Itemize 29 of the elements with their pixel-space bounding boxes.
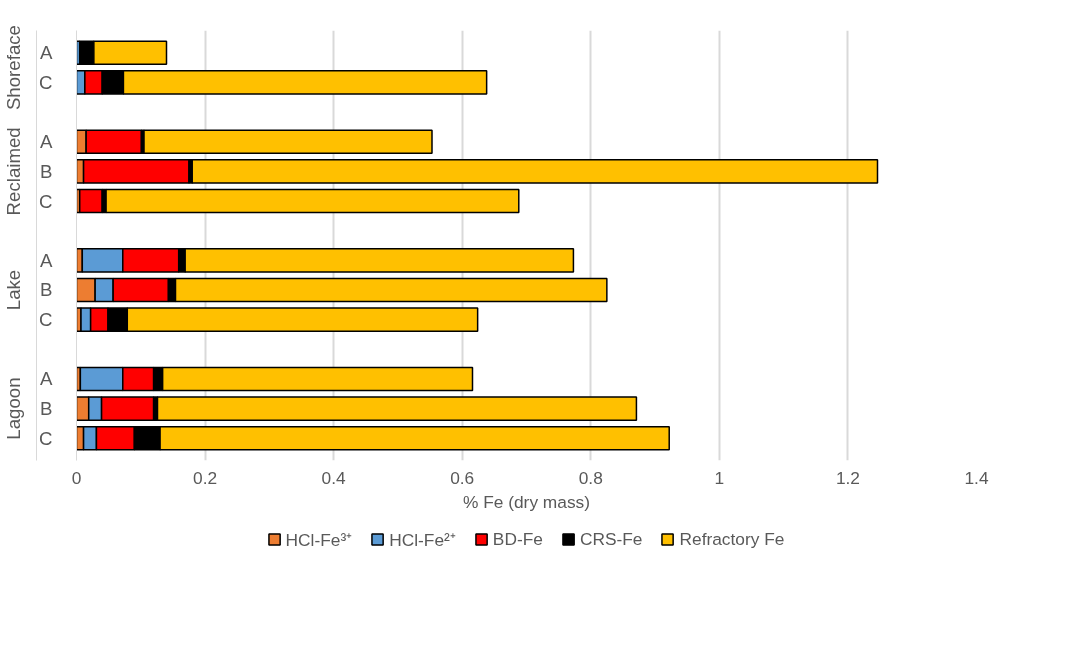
x-tick-label: 0.6: [450, 467, 475, 488]
text: Lake: [3, 269, 25, 311]
x-tick-label: 0: [71, 467, 82, 488]
legend-label: CRS-Fe: [579, 528, 643, 550]
y-tick-label: B: [40, 160, 53, 182]
y-tick-label: C: [39, 71, 53, 93]
x-tick-label: 0.4: [321, 467, 347, 488]
x-tick-label: 0.2: [193, 467, 218, 488]
text: Shoreface: [3, 25, 25, 111]
legend-label: Refractory Fe: [679, 528, 785, 550]
legend-label: HCl-Fe³⁺: [285, 529, 353, 551]
legend-label: HCl-Fe²⁺: [389, 529, 456, 551]
y-tick-label: A: [40, 368, 54, 390]
x-tick-label: 0.8: [578, 467, 603, 488]
text: Reclaimed: [3, 127, 25, 216]
y-tick-label: A: [40, 249, 54, 271]
y-tick-label: C: [39, 309, 53, 331]
y-tick-label: A: [40, 42, 54, 64]
x-axis-title: % Fe (dry mass): [462, 491, 591, 512]
y-tick-label: B: [40, 279, 53, 301]
x-tick-label: 1.4: [964, 467, 989, 488]
y-tick-label: A: [40, 131, 54, 153]
text: Lagoon: [3, 377, 25, 440]
legend-label: BD-Fe: [492, 528, 543, 550]
y-tick-label: B: [40, 398, 53, 420]
x-tick-label: 1: [714, 467, 725, 488]
x-tick-label: 1.2: [835, 467, 860, 488]
y-tick-label: C: [39, 427, 53, 449]
y-tick-label: C: [39, 190, 53, 212]
